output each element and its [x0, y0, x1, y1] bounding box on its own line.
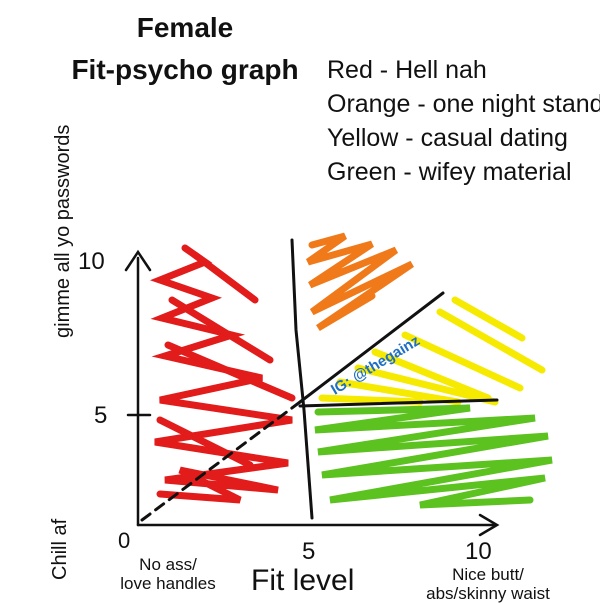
boundary-lines [140, 238, 499, 522]
y-tick-10: 10 [78, 248, 105, 275]
legend-yellow: Yellow - casual dating [327, 124, 568, 152]
yellow-region [318, 296, 546, 406]
legend-red: Red - Hell nah [327, 56, 487, 84]
legend-orange: Orange - one night stand [327, 90, 600, 118]
legend-green: Green - wifey material [327, 158, 572, 186]
y-tick-5: 5 [94, 402, 108, 429]
x-tick-0: 0 [118, 528, 131, 553]
y-axis-label-top: gimme all yo passwords [52, 124, 74, 338]
orange-region [305, 232, 414, 332]
x-tick-5: 5 [302, 538, 316, 565]
y-axis-label-bottom: Chill af [49, 518, 71, 580]
green-region [314, 404, 553, 509]
x-tick-10: 10 [465, 538, 492, 565]
chart-title-line-2: Fit-psycho graph [71, 54, 299, 85]
x-axis-label: Fit level [251, 564, 355, 597]
x-note-right: Nice butt/ abs/skinny waist [426, 565, 550, 603]
red-region [149, 244, 296, 504]
chart-title-line-1: Female [136, 12, 234, 43]
axes [124, 249, 500, 537]
x-note-left: No ass/ love handles [120, 555, 216, 593]
